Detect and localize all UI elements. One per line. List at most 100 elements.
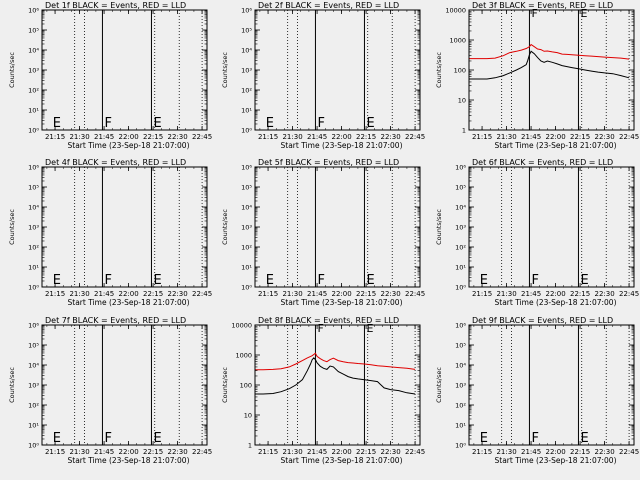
x-tick-label: 22:15: [570, 133, 590, 141]
events-series-line: [255, 357, 416, 395]
y-tick-label: 10²: [28, 402, 39, 410]
y-tick-label: 10⁰: [28, 127, 39, 135]
y-tick-label: 10¹: [455, 422, 466, 430]
x-tick-label: 21:15: [472, 133, 492, 141]
x-tick-label: 22:45: [405, 290, 425, 298]
x-tick-label: 22:45: [619, 133, 639, 141]
events-series-line: [469, 50, 630, 80]
detector-panel: Det 5f BLACK = Events, RED = LLD Counts/s…: [221, 158, 425, 307]
y-tick-label: 10³: [455, 382, 466, 390]
marker-label: E: [153, 116, 161, 131]
y-tick-label: 10²: [28, 244, 39, 252]
y-tick-label: 10⁰: [28, 442, 39, 450]
marker-label: F: [317, 116, 324, 131]
x-tick-label: 21:45: [94, 290, 114, 298]
y-tick-label: 10³: [28, 224, 39, 232]
y-axis-label: Counts/sec: [435, 209, 443, 245]
x-tick-label: 22:15: [356, 448, 376, 456]
x-tick-label: 21:30: [496, 448, 516, 456]
plot-frame: [468, 166, 635, 288]
y-tick-label: 10³: [241, 67, 252, 75]
x-tick-label: 22:45: [405, 448, 425, 456]
y-axis-label: Counts/sec: [8, 209, 16, 245]
lld-series-line: [469, 43, 630, 60]
x-tick-label: 22:30: [595, 133, 615, 141]
x-tick-label: 21:15: [472, 448, 492, 456]
x-tick-label: 21:45: [94, 448, 114, 456]
x-tick-label: 21:30: [282, 133, 302, 141]
x-tick-label: 22:00: [331, 448, 351, 456]
x-tick-label: 22:45: [192, 290, 212, 298]
x-tick-label: 22:15: [570, 448, 590, 456]
y-tick-label: 10⁶: [455, 322, 466, 330]
y-axis-label: Counts/sec: [221, 52, 229, 88]
x-tick-label: 22:30: [168, 290, 188, 298]
x-tick-label: 21:30: [282, 448, 302, 456]
panel-title: Det 3f BLACK = Events, RED = LLD: [472, 1, 613, 10]
marker-label: F: [531, 7, 537, 20]
marker-label: E: [480, 273, 488, 288]
y-axis-label: Counts/sec: [435, 52, 443, 88]
x-tick-label: 22:30: [381, 133, 401, 141]
x-tick-label: 22:15: [356, 290, 376, 298]
x-tick-label: 21:45: [307, 448, 327, 456]
marker-label: E: [53, 431, 61, 446]
y-tick-label: 10⁰: [241, 127, 252, 135]
y-tick-label: 10⁶: [28, 164, 39, 172]
x-axis-label: Start Time (23-Sep-18 21:07:00): [68, 456, 190, 465]
y-tick-label: 10²: [455, 244, 466, 252]
x-tick-label: 22:15: [143, 133, 163, 141]
x-tick-label: 21:15: [258, 133, 278, 141]
x-axis-label: Start Time (23-Sep-18 21:07:00): [281, 298, 403, 307]
x-tick-label: 22:00: [545, 133, 565, 141]
marker-label: E: [480, 431, 488, 446]
y-tick-label: 10¹: [28, 422, 39, 430]
x-tick-label: 22:30: [595, 448, 615, 456]
x-tick-label: 21:45: [521, 448, 541, 456]
y-tick-label: 10⁴: [28, 47, 39, 55]
x-tick-label: 22:00: [118, 448, 138, 456]
x-tick-label: 22:00: [118, 290, 138, 298]
x-tick-label: 22:45: [405, 133, 425, 141]
x-tick-label: 22:00: [545, 290, 565, 298]
x-axis-label: Start Time (23-Sep-18 21:07:00): [495, 298, 617, 307]
x-axis-label: Start Time (23-Sep-18 21:07:00): [495, 456, 617, 465]
y-tick-label: 10⁰: [241, 284, 252, 292]
marker-label: E: [153, 431, 161, 446]
x-tick-label: 21:30: [69, 448, 89, 456]
detector-panel: Det 8f BLACK = Events, RED = LLD Counts/s…: [221, 316, 425, 465]
plot-frame: [41, 166, 208, 288]
y-tick-label: 10⁴: [241, 204, 252, 212]
y-tick-label: 10⁵: [241, 27, 252, 35]
x-tick-label: 21:45: [307, 133, 327, 141]
y-tick-label: 1: [248, 442, 252, 450]
detector-panel: Det 4f BLACK = Events, RED = LLD Counts/s…: [8, 158, 212, 307]
y-tick-label: 10⁰: [455, 284, 466, 292]
plot-frame: [41, 9, 208, 131]
y-tick-label: 10³: [28, 382, 39, 390]
y-tick-label: 10³: [455, 224, 466, 232]
x-tick-label: 22:45: [619, 290, 639, 298]
y-tick-label: 10⁵: [28, 184, 39, 192]
y-tick-label: 10³: [241, 224, 252, 232]
marker-label: E: [580, 273, 588, 288]
marker-label: E: [266, 116, 274, 131]
panel-title: Det 6f BLACK = Events, RED = LLD: [472, 158, 613, 167]
x-tick-label: 22:15: [356, 133, 376, 141]
y-tick-label: 10: [458, 97, 466, 105]
x-tick-label: 21:15: [258, 448, 278, 456]
plot-frame: [254, 324, 421, 446]
x-tick-label: 21:15: [45, 133, 65, 141]
x-tick-label: 21:30: [496, 290, 516, 298]
panel-title: Det 1f BLACK = Events, RED = LLD: [45, 1, 186, 10]
plot-frame: [468, 324, 635, 446]
x-axis-label: Start Time (23-Sep-18 21:07:00): [68, 141, 190, 150]
x-axis-label: Start Time (23-Sep-18 21:07:00): [495, 141, 617, 150]
y-tick-label: 10⁴: [241, 47, 252, 55]
y-tick-label: 10⁴: [28, 204, 39, 212]
panel-title: Det 9f BLACK = Events, RED = LLD: [472, 316, 613, 325]
y-tick-label: 10²: [455, 402, 466, 410]
x-tick-label: 22:30: [381, 448, 401, 456]
y-tick-label: 10⁶: [241, 164, 252, 172]
x-tick-label: 22:30: [595, 290, 615, 298]
